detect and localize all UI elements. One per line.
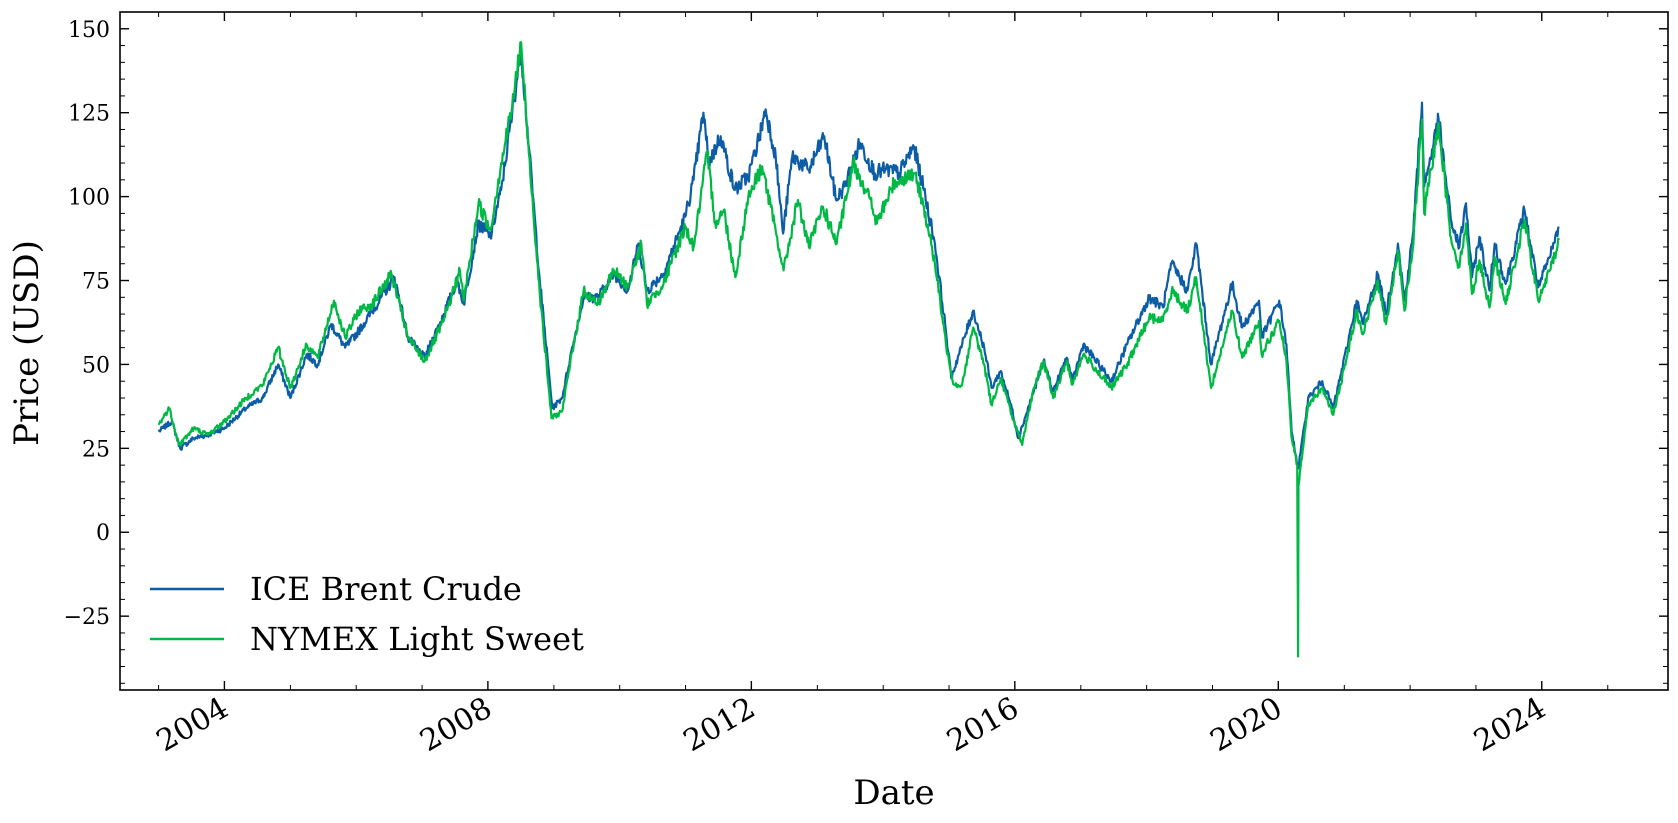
- x-tick-label: 2004: [151, 691, 235, 759]
- legend-label: NYMEX Light Sweet: [250, 620, 584, 658]
- y-tick-label: 100: [68, 186, 110, 211]
- plot-frame: [119, 11, 1669, 691]
- y-tick-label: 75: [82, 270, 110, 295]
- series-line-1: [157, 47, 1560, 470]
- series-lines: [157, 41, 1560, 658]
- y-tick-label: 125: [68, 102, 110, 127]
- axis-ticks: [120, 11, 1668, 690]
- legend: ICE Brent Crude NYMEX Light Sweet: [150, 570, 584, 658]
- x-tick-label: 2024: [1468, 691, 1552, 759]
- x-tick-label: 2020: [1205, 691, 1289, 759]
- y-tick-label: 25: [82, 437, 110, 462]
- y-tick-label: 150: [68, 18, 110, 43]
- y-tick-label: 50: [82, 353, 110, 378]
- y-axis-title: Price (USD): [7, 240, 47, 446]
- legend-label: ICE Brent Crude: [250, 570, 522, 608]
- x-axis-title: Date: [853, 773, 934, 813]
- tick-labels: 150 125 100 75 50 25 0 −25 2004 2008 2012 2016 2020 2…: [64, 18, 1552, 759]
- x-tick-label: 2008: [414, 691, 498, 759]
- x-tick-label: 2012: [678, 691, 762, 759]
- series-line-2: [157, 41, 1560, 658]
- y-tick-label: 0: [96, 521, 110, 546]
- y-tick-label: −25: [64, 605, 110, 630]
- x-tick-label: 2016: [941, 691, 1025, 759]
